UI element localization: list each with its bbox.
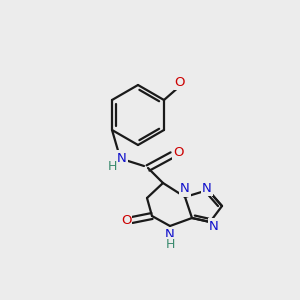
- Text: O: O: [173, 146, 183, 158]
- Text: N: N: [165, 229, 175, 242]
- Text: N: N: [180, 182, 190, 196]
- Text: O: O: [121, 214, 131, 226]
- Text: H: H: [165, 238, 175, 250]
- Text: N: N: [209, 220, 219, 232]
- Text: N: N: [117, 152, 127, 164]
- Text: O: O: [175, 76, 185, 88]
- Text: N: N: [202, 182, 212, 194]
- Text: H: H: [107, 160, 117, 172]
